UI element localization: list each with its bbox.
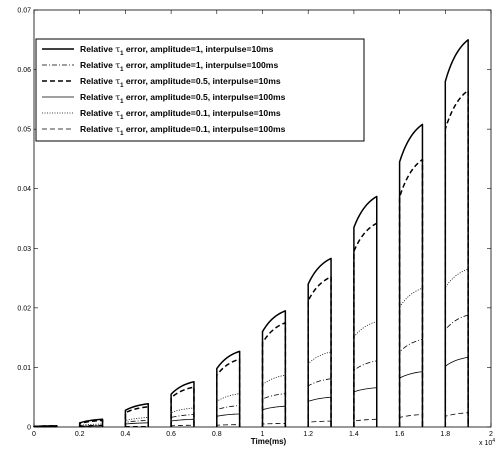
series-path bbox=[34, 356, 469, 428]
x-tick-label: 1 bbox=[261, 431, 265, 438]
x-tick-label: 1.4 bbox=[349, 431, 359, 438]
x-tick-label: 1.6 bbox=[395, 431, 405, 438]
y-tick-label: 0 bbox=[27, 425, 31, 432]
y-tick-label: 0.03 bbox=[17, 246, 31, 253]
legend-label: Relative τ1 error, amplitude=1, interpul… bbox=[80, 44, 274, 57]
x-tick-label: 0.4 bbox=[121, 431, 131, 438]
x-multiplier-exponent: 4 bbox=[492, 438, 495, 444]
x-tick-label: 0 bbox=[32, 431, 36, 438]
x-tick-label: 2 bbox=[489, 431, 493, 438]
x-axis-multiplier: x 104 bbox=[479, 438, 495, 447]
y-tick-label: 0.07 bbox=[17, 8, 31, 15]
x-tick-label: 1.8 bbox=[440, 431, 450, 438]
y-tick-label: 0.06 bbox=[17, 67, 31, 74]
series-path bbox=[34, 314, 469, 428]
legend-label: Relative τ1 error, amplitude=0.1, interp… bbox=[80, 124, 286, 137]
legend-label: Relative τ1 error, amplitude=0.5, interp… bbox=[80, 76, 281, 89]
legend: Relative τ1 error, amplitude=1, interpul… bbox=[35, 38, 365, 142]
legend-label: Relative τ1 error, amplitude=1, interpul… bbox=[80, 60, 278, 73]
x-tick-label: 0.2 bbox=[75, 431, 85, 438]
series-line bbox=[33, 268, 469, 428]
y-tick-label: 0.05 bbox=[17, 127, 31, 134]
tick-layer: 0 0.2 0.4 0.6 0.8 1 1.2 1.4 1.6 1.8 2 0 0.01 0.02 0.03… bbox=[17, 8, 493, 439]
series-path bbox=[33, 268, 469, 428]
series-line bbox=[34, 314, 469, 428]
series-path bbox=[33, 89, 469, 428]
x-axis-title: Time(ms) bbox=[251, 437, 287, 446]
series-layer bbox=[33, 39, 469, 428]
x-multiplier-base: x 10 bbox=[479, 440, 492, 447]
series-line bbox=[34, 356, 469, 428]
legend-label: Relative τ1 error, amplitude=0.1, interp… bbox=[80, 108, 281, 121]
x-tick-label: 0.8 bbox=[212, 431, 222, 438]
y-tick-label: 0.04 bbox=[17, 186, 31, 193]
y-tick-label: 0.02 bbox=[17, 305, 31, 312]
x-tick-label: 0.6 bbox=[166, 431, 176, 438]
legend-label: Relative τ1 error, amplitude=0.5, interp… bbox=[80, 92, 286, 105]
legend-box bbox=[35, 38, 365, 142]
x-tick-label: 1.2 bbox=[303, 431, 313, 438]
series-line bbox=[33, 89, 469, 428]
y-tick-label: 0.01 bbox=[17, 365, 31, 372]
